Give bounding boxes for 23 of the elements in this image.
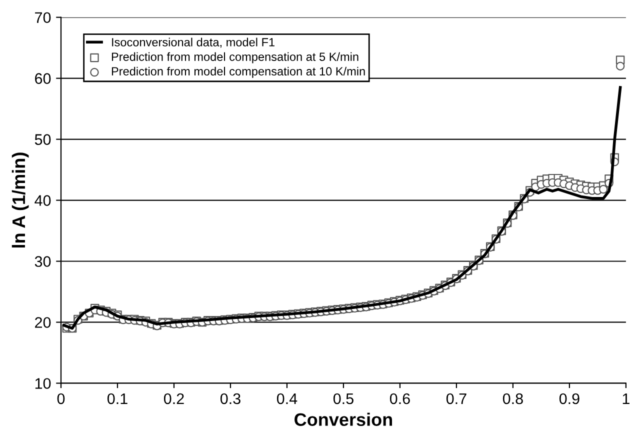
x-tick-label: 0 <box>57 393 65 404</box>
y-tick-label: 30 <box>34 256 51 267</box>
x-tick-label: 0.6 <box>390 393 410 404</box>
legend-label: Prediction from model compensation at 10 K/min <box>112 66 365 78</box>
y-tick-label: 20 <box>35 317 51 328</box>
x-tick-label: 1 <box>622 393 630 404</box>
y-axis-title: ln A (1/min) <box>12 152 29 248</box>
x-tick-label: 0.4 <box>276 393 298 404</box>
x-tick-label: 0.5 <box>333 393 354 404</box>
x-tick-label: 0.1 <box>107 393 128 404</box>
y-tick-label: 10 <box>35 378 51 389</box>
y-tick-label: 60 <box>35 73 51 84</box>
legend-label: Isoconversional data, model F1 <box>112 38 274 48</box>
x-tick-label: 0.8 <box>502 393 523 404</box>
y-tick-label: 50 <box>34 134 51 145</box>
x-tick-label: 0.9 <box>559 393 580 404</box>
x-tick-label: 0.2 <box>164 393 184 404</box>
x-tick-label: 0.3 <box>220 393 240 404</box>
y-tick-label: 40 <box>34 195 51 206</box>
x-axis-title: Conversion <box>294 412 392 426</box>
x-tick-label: 0.7 <box>446 393 466 404</box>
y-tick-label: 70 <box>35 12 51 24</box>
legend-label: Prediction from model compensation at 5 K/min <box>112 52 358 64</box>
